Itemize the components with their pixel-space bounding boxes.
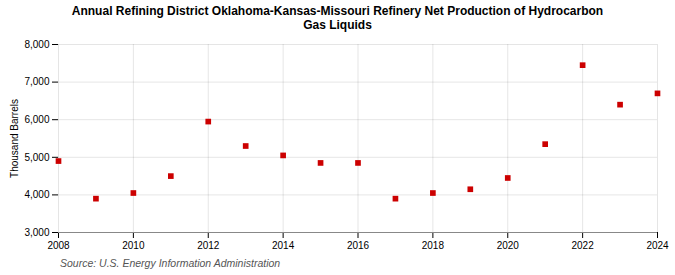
svg-text:2012: 2012 xyxy=(197,240,220,251)
svg-text:2020: 2020 xyxy=(497,240,520,251)
svg-text:7,000: 7,000 xyxy=(24,76,49,87)
svg-text:2016: 2016 xyxy=(347,240,370,251)
svg-text:2024: 2024 xyxy=(646,240,669,251)
svg-text:2008: 2008 xyxy=(47,240,70,251)
svg-text:3,000: 3,000 xyxy=(24,227,49,238)
html-text:Source: U.S. Energy Informatio: Source: U.S. Energy Information Administ… xyxy=(60,257,281,269)
svg-text:2010: 2010 xyxy=(122,240,145,251)
html-text:Annual Refining District Oklah: Annual Refining District Oklahoma-Kansas… xyxy=(71,4,604,32)
svg-text:8,000: 8,000 xyxy=(24,39,49,50)
svg-text:Thousand Barrels: Thousand Barrels xyxy=(9,99,20,178)
svg-text:5,000: 5,000 xyxy=(24,152,49,163)
svg-text:4,000: 4,000 xyxy=(24,189,49,200)
svg-text:2014: 2014 xyxy=(272,240,295,251)
svg-text:2018: 2018 xyxy=(422,240,445,251)
svg-text:6,000: 6,000 xyxy=(24,114,49,125)
svg-text:2022: 2022 xyxy=(572,240,595,251)
